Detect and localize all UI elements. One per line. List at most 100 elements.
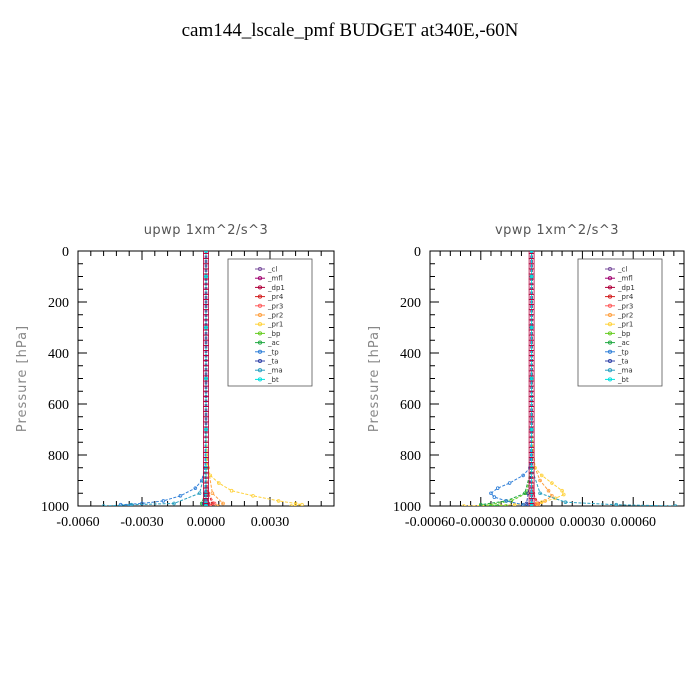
x-tick-label: 0.0030 xyxy=(251,515,290,530)
legend-label-mfl: _mfl xyxy=(267,275,283,283)
data-point-pr1 xyxy=(539,473,544,478)
legend-box xyxy=(227,258,313,387)
y-tick-label: 600 xyxy=(48,398,69,413)
legend-label-ta: _ta xyxy=(267,358,279,366)
data-point-bt xyxy=(204,325,208,330)
data-point-ma xyxy=(538,491,542,496)
data-point-pr2 xyxy=(538,478,542,483)
y-tick-label: 1000 xyxy=(393,500,421,515)
chart-panel-1: upwp 1xm^2/s^3 Pressure [hPa] 0 200 400 600 80… xyxy=(15,223,335,530)
legend-label-ma: _ma xyxy=(617,367,633,375)
series-line-bp xyxy=(489,251,533,506)
data-point-pr1 xyxy=(560,488,564,493)
data-point-bt xyxy=(204,376,208,381)
legend-label-pr3: _pr3 xyxy=(267,302,283,310)
data-point-ac xyxy=(495,504,500,506)
data-point-tp xyxy=(178,493,183,498)
series-line-pr1 xyxy=(463,251,565,506)
y-tick-label: 800 xyxy=(400,449,421,464)
plot-area xyxy=(101,251,304,506)
legend-marker-pr2 xyxy=(607,312,613,318)
data-point-ta xyxy=(524,501,529,506)
data-point-pr3 xyxy=(212,501,217,506)
data-point-tp xyxy=(495,486,500,490)
x-tick-label: -0.00030 xyxy=(456,515,506,530)
legend-label-dp1: _dp1 xyxy=(617,284,635,292)
data-point-pr1 xyxy=(251,493,255,498)
data-point-tp xyxy=(118,502,123,506)
panel-title: vpwp 1xm^2/s^3 xyxy=(495,223,619,238)
y-tick-label: 400 xyxy=(48,347,69,362)
legend-label-tp: _tp xyxy=(617,348,629,356)
data-point-pr1 xyxy=(539,500,544,504)
y-axis-label: Pressure [hPa] xyxy=(15,325,30,432)
y-tick-label: 0 xyxy=(62,245,69,260)
data-point-tp xyxy=(504,499,509,503)
legend-label-pr1: _pr1 xyxy=(267,321,283,329)
data-point-ma xyxy=(197,491,202,496)
legend-marker-bp xyxy=(257,331,263,336)
legend-label-bt: _bt xyxy=(267,376,279,384)
legend-marker-ma xyxy=(607,368,613,373)
legend-marker-mfl xyxy=(257,276,263,281)
data-point-pr2 xyxy=(533,504,537,506)
data-point-pr2 xyxy=(550,493,554,498)
data-point-pr1 xyxy=(276,499,281,503)
y-tick-label: 800 xyxy=(48,449,69,464)
data-point-tp xyxy=(489,491,493,496)
legend-label-dp1: _dp1 xyxy=(267,284,285,292)
y-tick-label: 0 xyxy=(414,245,421,260)
legend-label-cl: _cl xyxy=(267,266,277,274)
legend-label-bp: _bp xyxy=(267,330,281,338)
chart-panel-2: vpwp 1xm^2/s^3 Pressure [hPa] 0 200 400 600 80… xyxy=(367,223,685,530)
legend-label-pr1: _pr1 xyxy=(617,321,633,329)
legend-marker-bt xyxy=(607,377,613,382)
x-tick-label: -0.0060 xyxy=(56,515,99,530)
data-point-tp xyxy=(521,473,525,478)
y-tick-label: 200 xyxy=(400,296,421,311)
data-point-bt xyxy=(529,376,534,381)
data-point-bt xyxy=(529,504,534,506)
data-point-pr2 xyxy=(214,504,219,506)
data-point-ma xyxy=(673,504,678,506)
legend-label-mfl: _mfl xyxy=(617,275,633,283)
legend-marker-ta xyxy=(607,358,613,364)
legend-label-pr3: _pr3 xyxy=(617,302,633,310)
legend-label-ta: _ta xyxy=(617,358,629,366)
data-point-bt xyxy=(204,427,208,432)
legend-label-bp: _bp xyxy=(617,330,631,338)
legend-marker-bt xyxy=(257,377,263,382)
series-line-ac xyxy=(480,251,533,506)
legend-marker-pr3 xyxy=(607,303,613,308)
legend-label-ma: _ma xyxy=(267,367,283,375)
data-point-ac xyxy=(479,502,483,506)
data-point-pr1 xyxy=(550,481,554,485)
legend-marker-tp xyxy=(257,349,263,354)
legend-marker-ta xyxy=(257,358,263,364)
legend-marker-ac xyxy=(607,340,613,345)
data-point-pr1 xyxy=(289,504,294,506)
legend-label-bt: _bt xyxy=(617,376,629,384)
legend-box xyxy=(577,258,663,387)
legend-marker-pr1 xyxy=(257,322,263,327)
series-line-ma xyxy=(103,251,207,506)
x-tick-label: -0.00060 xyxy=(405,515,455,530)
data-point-tp xyxy=(193,486,198,490)
data-point-pr1 xyxy=(561,492,566,497)
x-tick-label: 0.00000 xyxy=(509,515,555,530)
series-line-tp xyxy=(120,251,207,506)
legend-marker-ac xyxy=(257,340,263,345)
y-tick-label: 1000 xyxy=(41,500,69,515)
legend-label-ac: _ac xyxy=(617,339,630,347)
legend-marker-dp1 xyxy=(607,285,613,290)
data-point-ma xyxy=(101,504,106,506)
legend: _cl_mfl_dp1_pr4_pr3_pr2_pr1_bp_ac_tp_ta_… xyxy=(227,258,313,387)
legend-label-tp: _tp xyxy=(267,348,279,356)
data-point-pr2 xyxy=(536,502,541,506)
legend-label-pr2: _pr2 xyxy=(267,312,283,320)
legend-marker-bp xyxy=(607,331,613,336)
legend-marker-pr3 xyxy=(257,303,263,308)
legend-marker-tp xyxy=(607,349,613,354)
page-title: cam144_lscale_pmf BUDGET at340E,-60N xyxy=(181,20,519,41)
